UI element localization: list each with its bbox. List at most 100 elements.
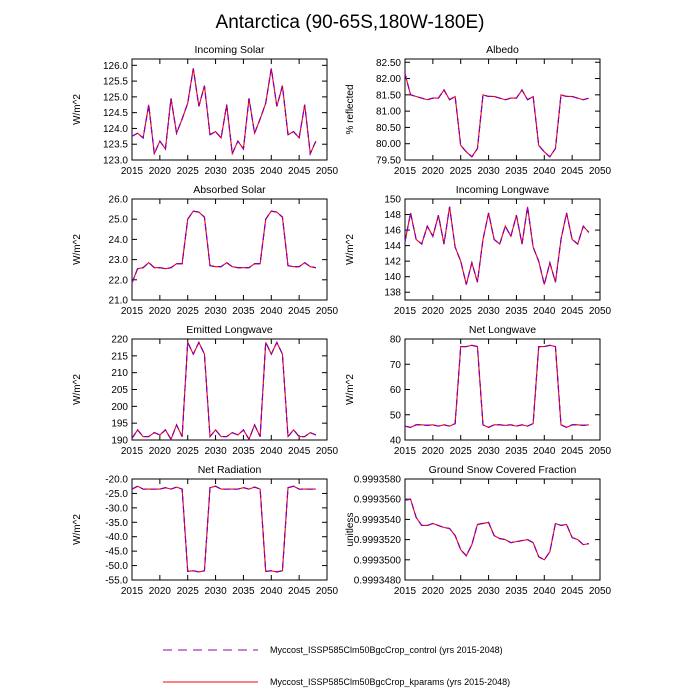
series-overlay-line — [131, 68, 317, 156]
x-tick-label: 2015 — [121, 166, 144, 177]
x-tick-label: 2030 — [477, 166, 500, 177]
y-tick-label: -20.0 — [105, 475, 128, 486]
legend-kparams-label: Myccost_ISSP585Clm50BgcCrop_kparams (yrs… — [270, 677, 510, 687]
y-tick-label: 150 — [384, 195, 401, 206]
y-tick-label: 205 — [111, 385, 128, 396]
y-tick-label: 0.9993580 — [354, 475, 402, 486]
x-tick-label: 2045 — [561, 446, 584, 457]
x-tick-label: 2040 — [260, 306, 283, 317]
series-control-line — [131, 341, 317, 441]
x-tick-label: 2025 — [450, 446, 473, 457]
x-tick-label: 2050 — [316, 586, 339, 597]
y-tick-label: 79.50 — [376, 156, 401, 167]
x-tick-label: 2040 — [260, 166, 283, 177]
y-tick-label: 81.50 — [376, 90, 401, 101]
x-tick-label: 2025 — [177, 446, 200, 457]
y-axis-label: W/m^2 — [72, 234, 83, 265]
x-tick-label: 2045 — [288, 166, 311, 177]
x-tick-label: 2015 — [121, 306, 144, 317]
plot-frame — [404, 478, 601, 581]
panel-title: Absorbed Solar — [193, 184, 266, 196]
x-tick-label: 2040 — [533, 586, 556, 597]
series-overlay-line — [404, 73, 590, 158]
x-tick-label: 2035 — [505, 446, 528, 457]
y-tick-label: 60 — [390, 385, 402, 396]
x-tick-label: 2035 — [232, 586, 255, 597]
chart-panel-5: Emitted Longwave 2015 2020 2025 2030 2035 2040… — [72, 324, 339, 457]
y-axis-label: unitless — [345, 513, 356, 547]
y-axis-label: % reflected — [345, 84, 356, 134]
y-tick-label: 125.0 — [103, 92, 128, 103]
x-tick-label: 2035 — [505, 586, 528, 597]
y-tick-label: 40 — [390, 436, 402, 447]
x-tick-label: 2025 — [177, 306, 200, 317]
y-tick-label: 0.9993480 — [354, 576, 402, 587]
y-tick-label: 81.00 — [376, 107, 401, 118]
x-tick-label: 2030 — [204, 586, 227, 597]
x-tick-label: 2025 — [177, 166, 200, 177]
x-tick-label: 2035 — [232, 446, 255, 457]
panel-title: Emitted Longwave — [186, 324, 273, 336]
chart-panel-4: Incoming Longwave 2015 2020 2025 2030 2035 204… — [345, 184, 612, 317]
y-tick-label: -30.0 — [105, 503, 128, 514]
x-tick-label: 2035 — [505, 306, 528, 317]
x-tick-label: 2020 — [149, 166, 172, 177]
x-tick-label: 2050 — [316, 446, 339, 457]
x-tick-label: 2020 — [149, 306, 172, 317]
x-tick-label: 2025 — [177, 586, 200, 597]
y-tick-label: 124.0 — [103, 124, 128, 135]
y-tick-label: 200 — [111, 402, 128, 413]
x-tick-label: 2015 — [394, 586, 417, 597]
legend-control-label: Myccost_ISSP585Clm50BgcCrop_control (yrs… — [270, 645, 503, 655]
x-tick-label: 2040 — [533, 446, 556, 457]
panel-title: Incoming Solar — [194, 44, 265, 56]
x-tick-label: 2035 — [232, 306, 255, 317]
series-control-line — [131, 210, 316, 284]
plot-frame — [131, 338, 328, 441]
series-kparams-line — [131, 341, 317, 441]
series-control-line — [404, 73, 590, 158]
series-kparams-line — [404, 206, 590, 285]
y-tick-label: 140 — [384, 272, 401, 283]
x-tick-label: 2020 — [422, 586, 445, 597]
y-tick-label: -45.0 — [105, 547, 128, 558]
x-tick-label: 2025 — [450, 586, 473, 597]
y-axis-label: W/m^2 — [72, 374, 83, 405]
plot-frame — [404, 58, 601, 161]
y-tick-label: 126.0 — [103, 61, 128, 72]
series-overlay-line — [404, 498, 589, 561]
y-tick-label: 80.50 — [376, 123, 401, 134]
plot-frame — [131, 58, 328, 161]
y-tick-label: 82.00 — [376, 74, 401, 85]
x-tick-label: 2030 — [477, 306, 500, 317]
chart-panel-6: Net Longwave 2015 2020 2025 2030 2035 2040 2045… — [345, 324, 612, 457]
x-tick-label: 2045 — [288, 446, 311, 457]
series-control-line — [404, 206, 590, 285]
y-tick-label: 70 — [390, 360, 402, 371]
x-tick-label: 2050 — [589, 446, 612, 457]
y-tick-label: 123.5 — [103, 140, 128, 151]
x-tick-label: 2050 — [589, 586, 612, 597]
plot-frame — [404, 198, 601, 301]
chart-panels: Incoming Solar 2015 2020 2025 2030 2035 2040 20… — [72, 44, 612, 597]
y-tick-label: -55.0 — [105, 576, 128, 587]
y-tick-label: 146 — [384, 226, 401, 237]
y-tick-label: 50 — [390, 410, 402, 421]
y-tick-label: 0.9993560 — [354, 495, 402, 506]
y-tick-label: 144 — [384, 241, 401, 252]
y-tick-label: 124.5 — [103, 108, 128, 119]
y-tick-label: 22.0 — [109, 275, 129, 286]
x-tick-label: 2030 — [204, 306, 227, 317]
x-tick-label: 2040 — [533, 166, 556, 177]
y-tick-label: 0.9993520 — [354, 535, 402, 546]
x-tick-label: 2020 — [422, 166, 445, 177]
x-tick-label: 2045 — [561, 586, 584, 597]
series-kparams-line — [131, 485, 316, 573]
y-tick-label: 195 — [111, 419, 128, 430]
x-tick-label: 2015 — [121, 446, 144, 457]
x-tick-label: 2015 — [121, 586, 144, 597]
y-tick-label: 82.50 — [376, 58, 401, 69]
x-tick-label: 2050 — [316, 306, 339, 317]
x-tick-label: 2020 — [422, 446, 445, 457]
